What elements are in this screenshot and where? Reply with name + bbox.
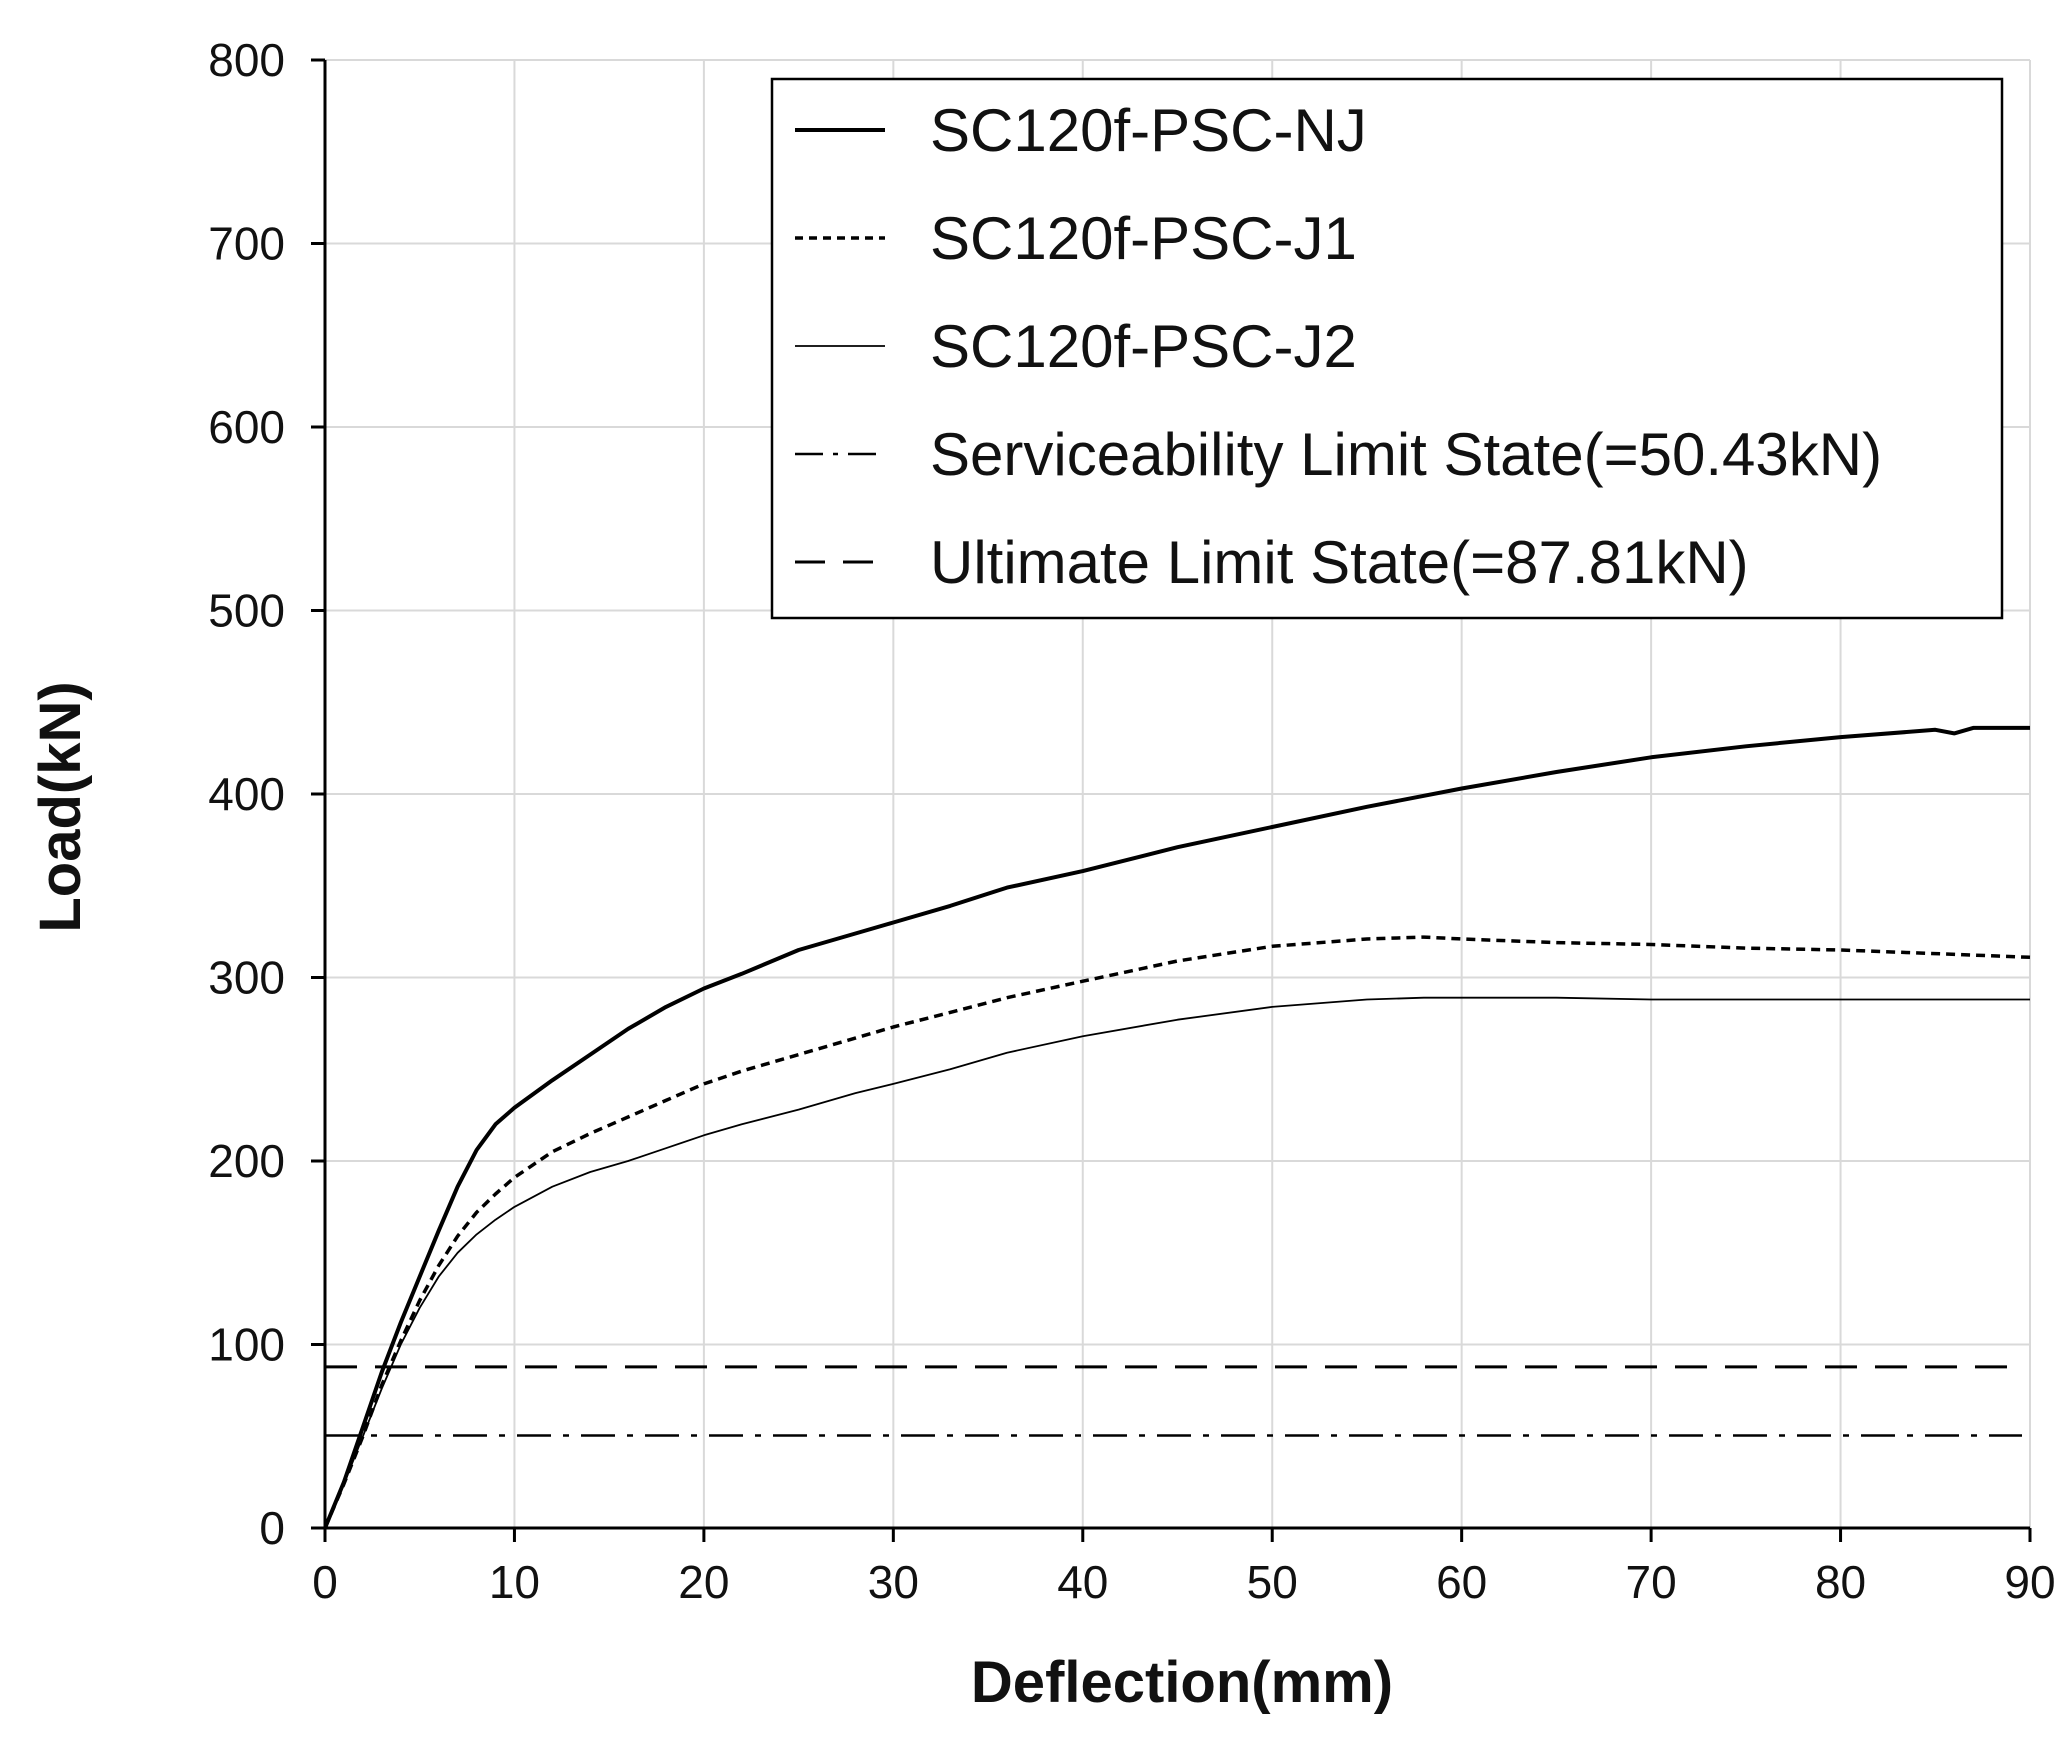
x-tick-label: 20 [678,1556,729,1608]
y-tick-label: 300 [208,952,285,1004]
x-tick-label: 70 [1626,1556,1677,1608]
data-series [323,725,2031,1529]
y-tick-label: 100 [208,1319,285,1371]
x-tick-label: 10 [489,1556,540,1608]
y-tick-label: 400 [208,768,285,820]
legend-label-1: SC120f-PSC-J1 [930,205,1357,272]
x-tick-label: 50 [1247,1556,1298,1608]
y-tick-label: 200 [208,1135,285,1187]
y-tick-label: 0 [259,1502,285,1554]
legend-label-2: SC120f-PSC-J2 [930,313,1357,380]
legend-label-4: Ultimate Limit State(=87.81kN) [930,529,1749,596]
series-line-2 [324,996,2030,1529]
legend-label-3: Serviceability Limit State(=50.43kN) [930,421,1882,488]
y-tick-label: 700 [208,218,285,270]
x-tick-label: 80 [1815,1556,1866,1608]
x-tick-label: 0 [312,1556,338,1608]
x-tick-label: 90 [2004,1556,2055,1608]
y-axis-title: Load(kN) [28,681,93,932]
x-axis-title: Deflection(mm) [971,1650,1393,1715]
ticks: 0 10 20 30 40 50 60 70 80 90 0 100 200 300 400 500 600 70… [208,34,2055,1608]
legend-label-0: SC120f-PSC-NJ [930,97,1367,164]
y-tick-label: 600 [208,401,285,453]
y-tick-label: 500 [208,585,285,637]
x-tick-label: 40 [1057,1556,1108,1608]
series-line-0 [323,725,2030,1529]
legend: SC120f-PSC-NJ SC120f-PSC-J1 SC120f-PSC-J2 S… [770,77,2004,620]
x-tick-label: 30 [868,1556,919,1608]
y-tick-label: 800 [208,34,285,86]
legend-box [770,77,2004,620]
x-tick-label: 60 [1436,1556,1487,1608]
